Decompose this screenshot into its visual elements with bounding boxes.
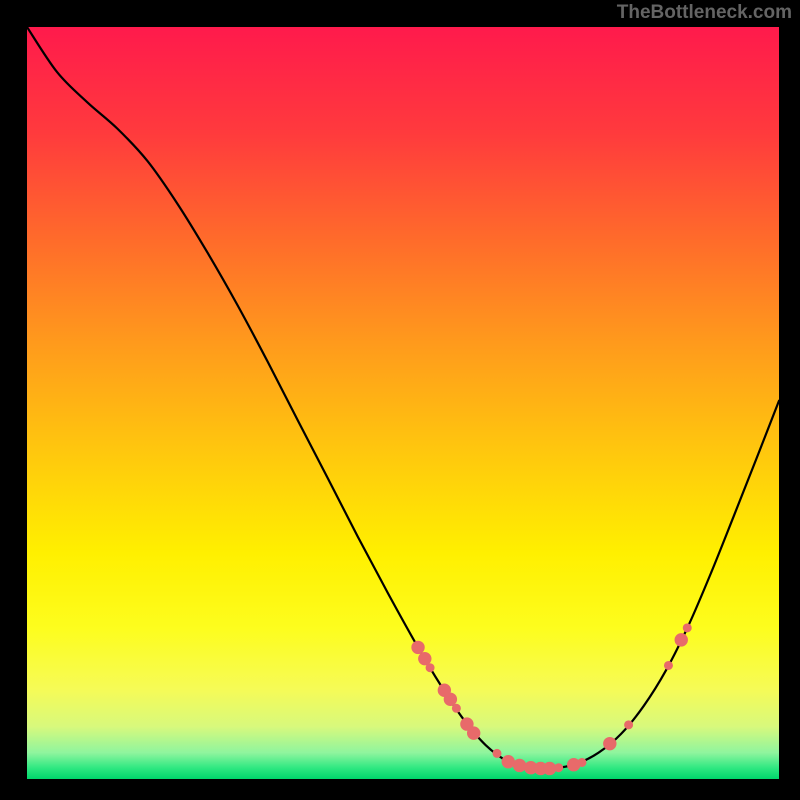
data-marker xyxy=(419,652,431,664)
data-marker xyxy=(502,756,514,768)
data-marker xyxy=(412,641,424,653)
data-marker xyxy=(555,764,563,772)
data-marker xyxy=(493,749,501,757)
data-marker xyxy=(578,758,586,766)
data-marker xyxy=(604,737,616,749)
bottleneck-chart-svg xyxy=(0,0,800,800)
data-marker xyxy=(664,661,672,669)
chart-root: TheBottleneck.com xyxy=(0,0,800,800)
data-marker xyxy=(426,664,434,672)
data-marker xyxy=(513,759,525,771)
data-marker xyxy=(625,721,633,729)
data-marker xyxy=(444,693,456,705)
data-marker xyxy=(543,762,555,774)
data-marker xyxy=(683,624,691,632)
watermark-label: TheBottleneck.com xyxy=(617,2,792,24)
data-marker xyxy=(467,727,479,739)
data-marker xyxy=(452,704,460,712)
data-marker xyxy=(675,634,687,646)
